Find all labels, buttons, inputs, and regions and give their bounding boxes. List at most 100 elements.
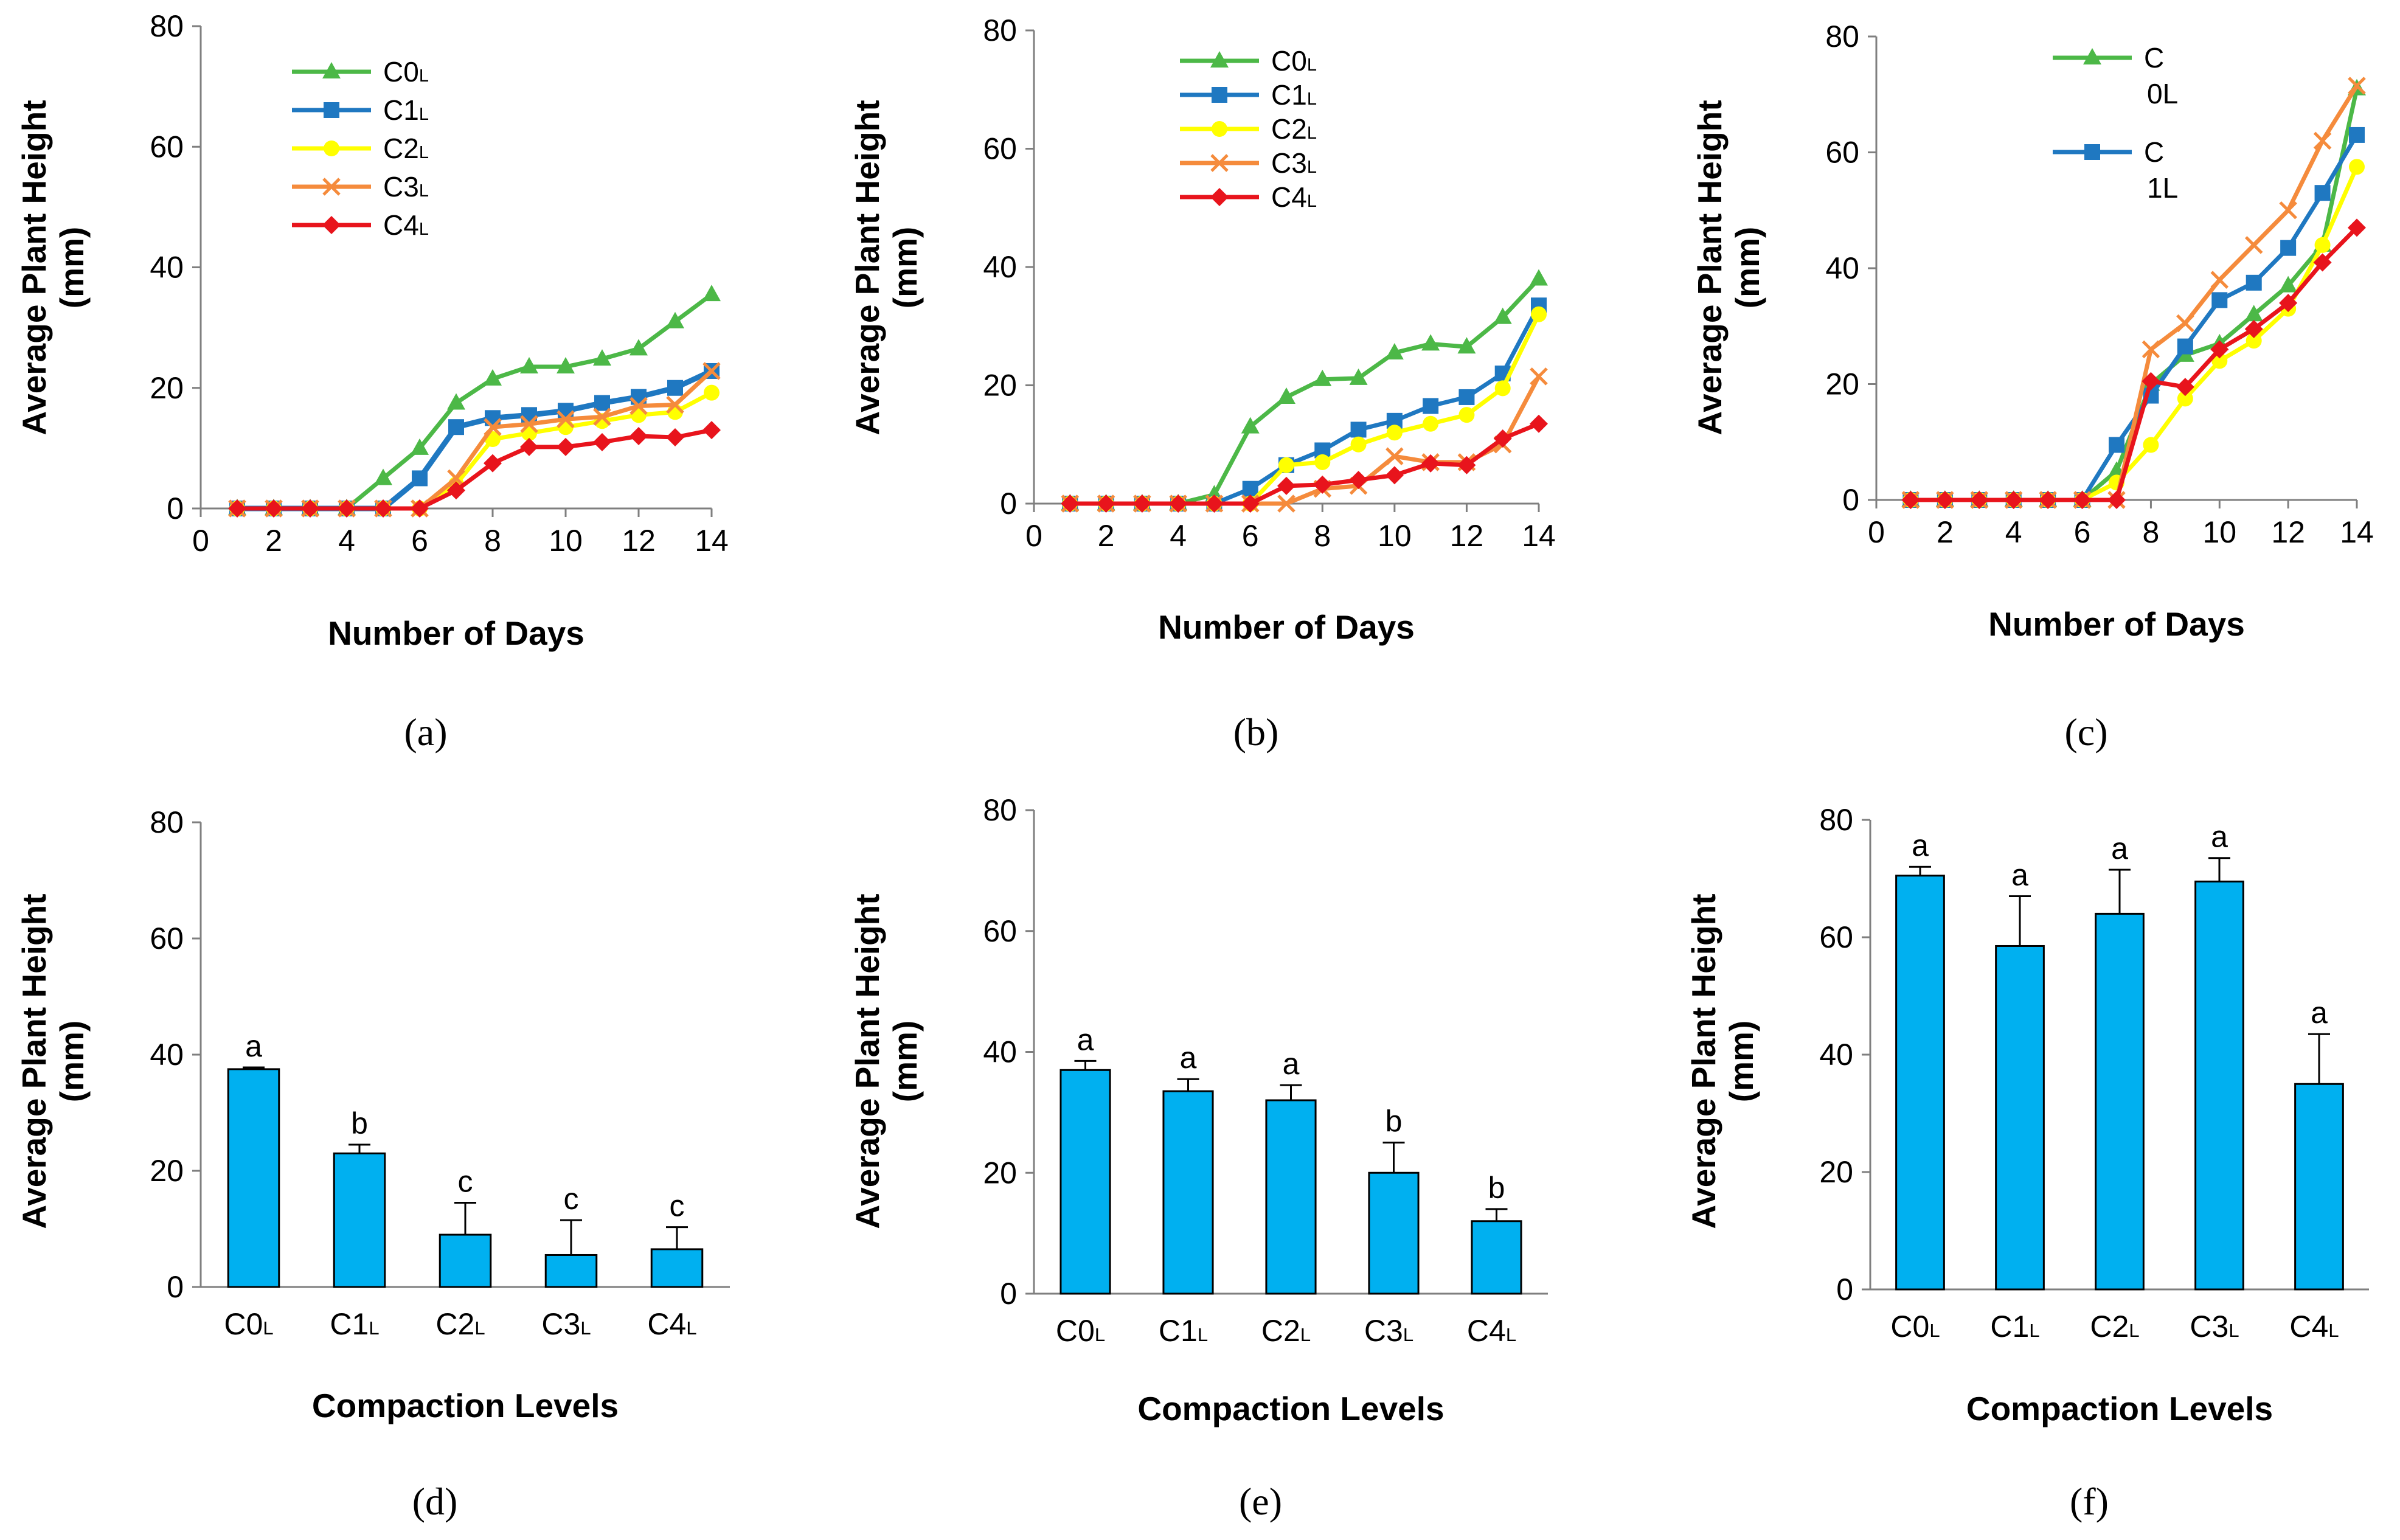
data-point-C0L (1241, 417, 1260, 434)
bar-group-0: a C0L (1056, 1022, 1111, 1348)
bar-group-2: c C2L (435, 1165, 492, 1341)
data-point-C4L (265, 499, 283, 518)
data-point-C4L (702, 421, 721, 440)
x-category-label-sub: L (1198, 1324, 1208, 1345)
legend-label-sub: L (419, 220, 429, 239)
data-point-C4L (1277, 476, 1295, 495)
bar (2194, 880, 2244, 1291)
legend-item-C2L: C2L (1180, 113, 1317, 145)
series-C1L (229, 362, 720, 516)
data-point-C0L (520, 357, 538, 374)
data-point-C1L (1242, 480, 1258, 497)
significance-label: a (245, 1029, 262, 1063)
data-point-C1L (2349, 127, 2365, 143)
data-point-C2L (1278, 457, 1294, 473)
legend-label-main: C3 (1271, 147, 1307, 179)
legend-label-sub: L (419, 105, 429, 124)
x-category-label-sub: L (1403, 1324, 1413, 1345)
legend-marker (1212, 87, 1227, 103)
data-point-C0L (2244, 305, 2263, 322)
legend-item-C1L: C1L (2053, 136, 2178, 204)
data-point-C4L (1421, 454, 1440, 473)
series-C3L (228, 362, 721, 518)
legend-item-C0L: C0L (292, 56, 429, 88)
y-tick-label: 60 (983, 914, 1017, 948)
x-category-label: C1L (1159, 1314, 1208, 1348)
series-C1L (1902, 127, 2365, 508)
x-tick-label: 14 (2340, 515, 2374, 549)
data-point-C1L (2177, 338, 2193, 355)
x-tick-label: 8 (1314, 519, 1331, 553)
legend-item-C1L: C1L (1180, 79, 1317, 111)
bar (1162, 1090, 1214, 1295)
x-category-label-main: C0 (1890, 1309, 1929, 1344)
bar-group-1: a C1L (1990, 858, 2045, 1344)
legend-label-sub: L (1307, 123, 1317, 143)
y-axis-title-text: Average Plant Height(mm) (1685, 893, 1760, 1229)
data-point-C4L (1457, 456, 1476, 474)
y-tick-label: 20 (983, 369, 1017, 403)
x-category-label: C1L (1990, 1309, 2039, 1344)
data-point-C3L (593, 408, 611, 426)
legend-label-sub: L (419, 143, 429, 162)
x-tick-label: 10 (2202, 515, 2236, 549)
legend-label-sub: 0L (2147, 78, 2178, 109)
data-point-C4L (666, 428, 684, 447)
legend-label-sub: L (1307, 89, 1317, 109)
data-point-C4L (1132, 494, 1151, 513)
data-point-C0L (629, 339, 648, 356)
y-axis-title-text: Average Plant Height(mm) (848, 100, 924, 435)
bar (439, 1233, 492, 1288)
series-line-C2L (1910, 165, 2359, 502)
x-category-label: C4L (647, 1307, 696, 1341)
x-category-label-sub: L (2029, 1320, 2039, 1341)
x-category-label-main: C0 (224, 1307, 263, 1341)
x-tick-label: 4 (1170, 519, 1187, 553)
data-point-C4L (484, 454, 502, 473)
x-tick-label: 0 (192, 524, 209, 558)
y-tick-label: 60 (1825, 136, 1859, 170)
data-point-C3L (702, 362, 721, 380)
data-point-C4L (2210, 340, 2229, 359)
data-point-C1L (558, 403, 574, 419)
x-category-label-sub: L (1300, 1324, 1311, 1345)
significance-label: a (1077, 1022, 1094, 1056)
y-axis-title-line2: (mm) (1722, 1021, 1760, 1102)
legend-label-sub: L (419, 66, 429, 86)
legend-label-sub: L (1307, 55, 1317, 75)
data-point-C4L (1385, 466, 1404, 485)
data-point-C4L (593, 432, 611, 451)
y-axis-title-line1: Average Plant Height (1685, 893, 1722, 1229)
panel-label: (f) (2070, 1480, 2109, 1523)
data-point-C4L (1241, 494, 1260, 513)
x-category-label: C2L (1261, 1314, 1311, 1348)
data-point-C3L (2176, 314, 2194, 333)
data-point-C3L (1386, 447, 1404, 465)
legend-marker (1210, 154, 1229, 172)
x-category-label-main: C1 (1159, 1314, 1198, 1348)
legend-marker (322, 216, 341, 234)
legend-item-C2L: C2L (292, 133, 429, 164)
legend-label: C0L (1271, 45, 1317, 77)
x-tick-label: 2 (265, 524, 282, 558)
legend-label-main: C (2144, 42, 2164, 74)
data-point-C0L (702, 285, 721, 302)
x-category-label-sub: L (263, 1317, 273, 1339)
significance-label: a (2111, 831, 2128, 865)
y-tick-label: 80 (1825, 19, 1859, 54)
legend-label: C3L (1271, 147, 1317, 179)
x-tick-label: 10 (549, 524, 583, 558)
data-point-C3L (484, 418, 502, 436)
y-tick-label: 80 (983, 793, 1017, 827)
x-category-label-sub: L (1506, 1324, 1516, 1345)
data-point-C2L (1423, 415, 1439, 432)
data-point-C4L (629, 427, 648, 446)
data-point-C2L (1494, 380, 1511, 397)
y-tick-label: 80 (150, 805, 184, 839)
legend-label-main: C1 (1271, 79, 1307, 111)
y-tick-label: 80 (983, 13, 1017, 47)
x-category-label-main: C3 (541, 1307, 580, 1341)
legend-label-main: C0 (383, 56, 419, 88)
y-tick-label: 0 (1000, 1277, 1017, 1311)
